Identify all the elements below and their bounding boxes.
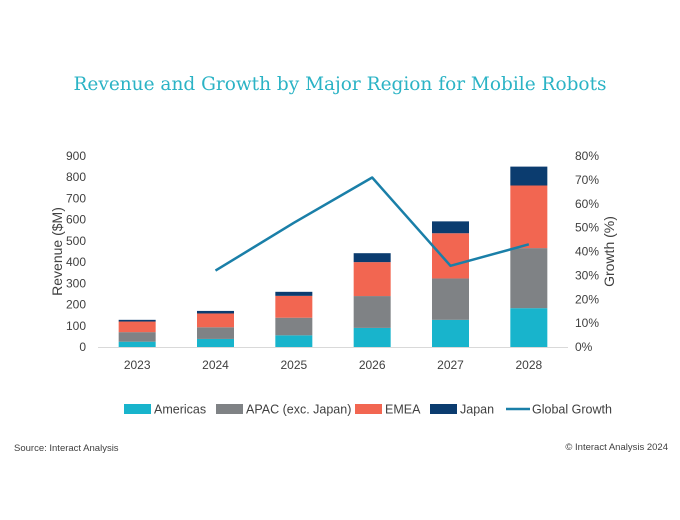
bar-segment-japan-2024: [197, 310, 234, 314]
bar-segment-emea-2024: [197, 313, 234, 328]
bar-segment-emea-2023: [118, 321, 156, 333]
bar-segment-americas-2023: [118, 341, 156, 347]
chart-title: Revenue and Growth by Major Region for M…: [73, 74, 607, 95]
y-tick-label: 100: [66, 319, 86, 333]
legend-swatch-americas: [124, 404, 151, 414]
bar-segment-americas-2024: [197, 338, 234, 347]
bar-segment-apac-exc-japan--2023: [118, 332, 156, 342]
bar-segment-emea-2027: [432, 233, 469, 279]
y-tick-label: 500: [66, 234, 86, 248]
legend: Americas APAC (exc. Japan) EMEA Japan Global…: [124, 403, 612, 417]
copyright-note: © Interact Analysis 2024: [565, 442, 668, 453]
legend-label-apac-exc-japan: APAC (exc. Japan): [246, 403, 351, 417]
legend-label-global-growth: Global Growth: [532, 403, 612, 417]
x-tick-label: 2023: [124, 358, 151, 372]
y-tick-label: 700: [66, 191, 86, 205]
bar-segment-americas-2027: [432, 319, 469, 347]
x-tick-label: 2025: [280, 358, 307, 372]
y2-tick-label: 40%: [575, 245, 599, 259]
legend-label-japan: Japan: [460, 403, 494, 417]
legend-label-americas: Americas: [154, 403, 206, 417]
y2-axis-title: Growth (%): [601, 216, 617, 287]
y-tick-label: 0: [79, 340, 86, 354]
bar-segment-emea-2028: [510, 185, 548, 249]
x-tick-label: 2026: [359, 358, 386, 372]
legend-swatch-emea: [355, 404, 382, 414]
bar-segment-apac-exc-japan--2027: [432, 278, 469, 320]
bars-layer: [118, 166, 548, 347]
y2-tick-label: 70%: [575, 173, 599, 187]
growth-line-layer: [214, 176, 530, 272]
bar-segment-emea-2026: [353, 262, 391, 297]
x-tick-label: 2028: [515, 358, 542, 372]
y2-tick-label: 0%: [575, 340, 593, 354]
bar-segment-apac-exc-japan--2024: [197, 327, 234, 339]
bar-segment-japan-2025: [275, 291, 313, 296]
bar-segment-americas-2026: [353, 327, 391, 347]
legend-swatch-apac-exc-japan: [216, 404, 243, 414]
y2-tick-label: 10%: [575, 316, 599, 330]
bar-segment-japan-2027: [432, 221, 469, 234]
legend-swatch-japan: [430, 404, 457, 414]
y-axis-title: Revenue ($M): [49, 207, 65, 296]
y2-tick-label: 80%: [575, 149, 599, 163]
x-tick-label: 2027: [437, 358, 464, 372]
y-tick-label: 200: [66, 298, 86, 312]
y-tick-label: 900: [66, 149, 86, 163]
bar-segment-apac-exc-japan--2025: [275, 317, 313, 336]
bar-segment-apac-exc-japan--2026: [353, 296, 391, 328]
legend-label-emea: EMEA: [385, 403, 421, 417]
y-tick-label: 300: [66, 276, 86, 290]
x-tick-label: 2024: [202, 358, 229, 372]
source-note: Source: Interact Analysis: [14, 443, 119, 454]
y-tick-label: 800: [66, 170, 86, 184]
bar-segment-japan-2023: [118, 319, 156, 322]
y2-tick-label: 50%: [575, 221, 599, 235]
y-tick-label: 600: [66, 213, 86, 227]
axes-layer: 0 100 200 300 400 500 600 700 800 900 0% 10% 20% 30% 4…: [49, 149, 617, 372]
bar-segment-apac-exc-japan--2028: [510, 248, 548, 309]
bar-segment-americas-2025: [275, 335, 313, 347]
bar-segment-japan-2026: [353, 253, 391, 263]
bar-segment-americas-2028: [510, 308, 548, 347]
bar-segment-japan-2028: [510, 166, 548, 186]
y2-tick-label: 30%: [575, 268, 599, 282]
y2-tick-label: 20%: [575, 292, 599, 306]
bar-segment-emea-2025: [275, 295, 313, 318]
y-tick-label: 400: [66, 255, 86, 269]
y2-tick-label: 60%: [575, 197, 599, 211]
